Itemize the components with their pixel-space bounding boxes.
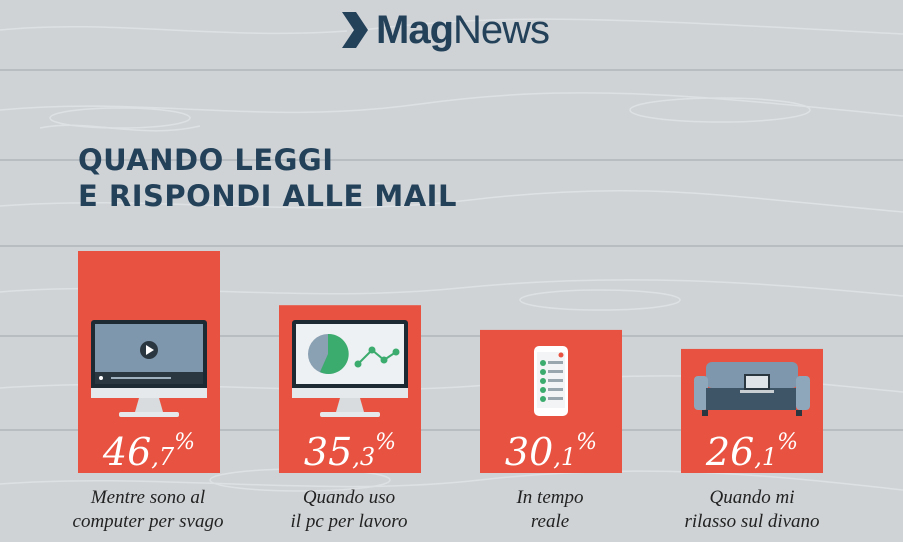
bar-value-label-1: 35,3% xyxy=(304,430,396,474)
smartphone-icon xyxy=(534,346,568,416)
brand-name: MagNews xyxy=(376,8,550,52)
category-label-2-line1: In tempo xyxy=(516,487,584,508)
bar-group-0: 46,7% xyxy=(78,251,220,474)
monitor-chart-icon xyxy=(292,320,408,417)
sofa-laptop-icon xyxy=(694,362,810,416)
bar-value-dec-1: ,3 xyxy=(352,443,375,471)
category-label-1: Quando uso il pc per lavoro xyxy=(254,486,444,534)
category-label-3: Quando mi rilasso sul divano xyxy=(657,486,847,534)
brand-name-bold: Mag xyxy=(376,8,454,52)
bar-group-3: 26,1% xyxy=(681,348,823,474)
bar-value-dec-2: ,1 xyxy=(553,443,576,471)
category-label-0-line2: computer per svago xyxy=(72,511,224,532)
category-label-1-line1: Quando uso xyxy=(302,487,396,508)
magnews-logo: MagNews xyxy=(340,6,550,54)
category-label-3-line1: Quando mi xyxy=(709,487,795,508)
monitor-video-icon xyxy=(91,320,207,417)
chart-title-line2: E RISPONDI ALLE MAIL xyxy=(78,179,457,213)
bar-value-int-1: 35 xyxy=(304,430,352,474)
bar-value-int-2: 30 xyxy=(505,430,553,474)
bar-group-1: 35,3% xyxy=(279,305,421,474)
category-label-0: Mentre sono al computer per svago xyxy=(53,486,243,534)
category-label-3-line2: rilasso sul divano xyxy=(684,511,820,532)
category-label-0-line1: Mentre sono al xyxy=(90,487,206,508)
bar-value-label-3: 26,1% xyxy=(705,430,798,474)
category-label-1-line2: il pc per lavoro xyxy=(290,511,408,532)
chart-title-line1: QUANDO LEGGI xyxy=(78,143,334,177)
bar-value-int-3: 26 xyxy=(705,430,754,474)
chart-title: QUANDO LEGGI E RISPONDI ALLE MAIL xyxy=(78,142,457,214)
brand-name-light: News xyxy=(453,8,550,52)
bar-group-2: 30,1% xyxy=(480,329,622,474)
bar-value-int-0: 46 xyxy=(102,430,151,474)
bar-value-label-2: 30,1% xyxy=(505,430,597,474)
bar-value-pct-0: % xyxy=(174,430,195,455)
bar-value-pct-3: % xyxy=(777,430,798,455)
bar-value-dec-3: ,1 xyxy=(754,443,777,471)
category-label-2: In tempo reale xyxy=(455,486,645,534)
bar-value-pct-1: % xyxy=(375,430,396,455)
bar-value-dec-0: ,7 xyxy=(151,443,175,471)
bar-value-label-0: 46,7% xyxy=(102,430,195,474)
bar-value-pct-2: % xyxy=(576,430,597,455)
category-label-2-line2: reale xyxy=(530,511,570,532)
magnews-chevron-icon xyxy=(342,12,368,48)
